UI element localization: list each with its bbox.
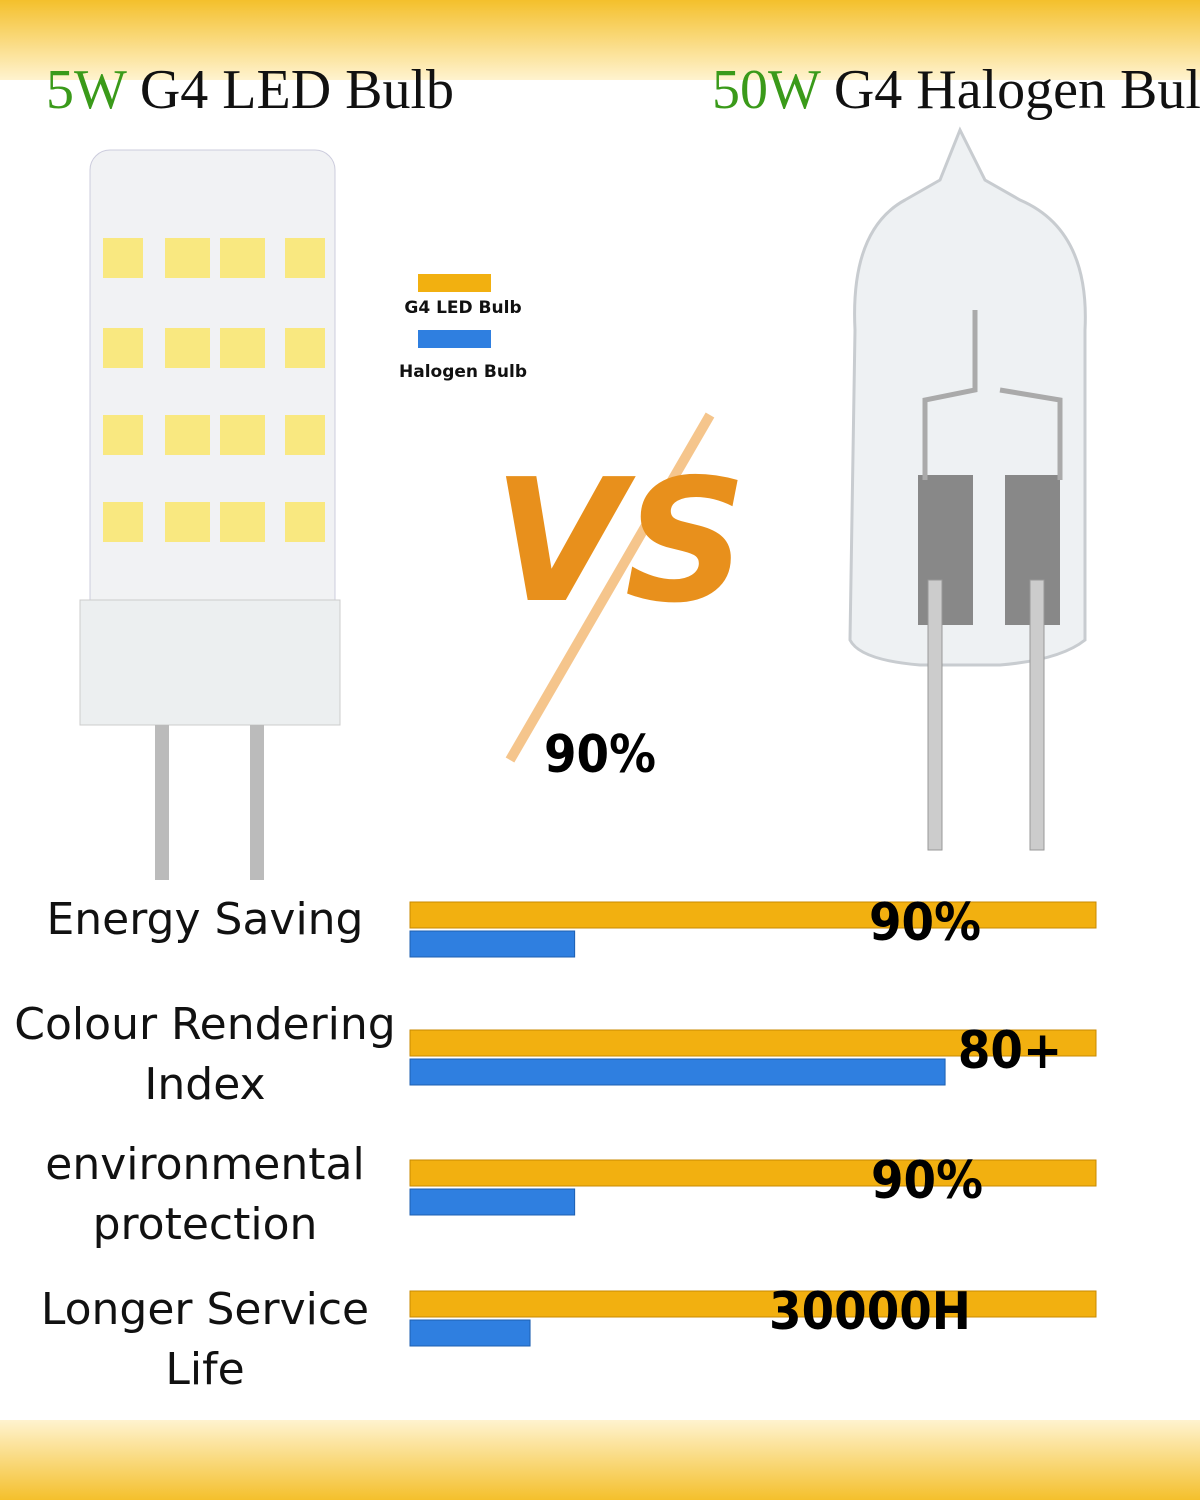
value-annotation: 30000H xyxy=(769,1282,971,1342)
bar xyxy=(409,1029,1097,1057)
category-label: environmental protection xyxy=(45,1139,365,1250)
bar xyxy=(409,1290,1097,1318)
vs-slash xyxy=(505,412,715,763)
bar xyxy=(409,1188,576,1216)
title-text: G4 Halogen Bulb xyxy=(833,59,1200,121)
legend-swatch xyxy=(418,330,491,348)
bar xyxy=(409,901,1097,929)
title-highlight: 5W xyxy=(46,59,126,121)
legend-swatch xyxy=(418,274,491,292)
center-annotation: 90% xyxy=(544,725,656,785)
bottom-band xyxy=(0,1420,1200,1500)
top-band xyxy=(0,0,1200,80)
value-annotation: 90% xyxy=(871,1151,983,1211)
vs-text: VS xyxy=(493,443,747,641)
title-right: 50W G4 Halogen Bulb xyxy=(712,58,1200,122)
legend-label: G4 LED Bulb xyxy=(404,298,521,318)
bar xyxy=(409,930,576,958)
led-bulb-illustration xyxy=(79,149,341,880)
category-label: Energy Saving xyxy=(46,894,364,945)
value-annotation: 80+ xyxy=(958,1021,1062,1081)
category-label: Colour Rendering Index xyxy=(14,999,396,1110)
title-left: 5W G4 LED Bulb xyxy=(46,58,454,122)
category-label: Longer Service Life xyxy=(40,1284,370,1395)
bar xyxy=(409,1319,531,1347)
bar xyxy=(409,1058,946,1086)
value-annotation: 90% xyxy=(869,893,981,953)
legend-label: Halogen Bulb xyxy=(399,362,527,382)
title-text: G4 LED Bulb xyxy=(139,59,455,121)
halogen-bulb-illustration xyxy=(848,126,1087,851)
title-highlight: 50W xyxy=(712,59,820,121)
bar xyxy=(409,1159,1097,1187)
